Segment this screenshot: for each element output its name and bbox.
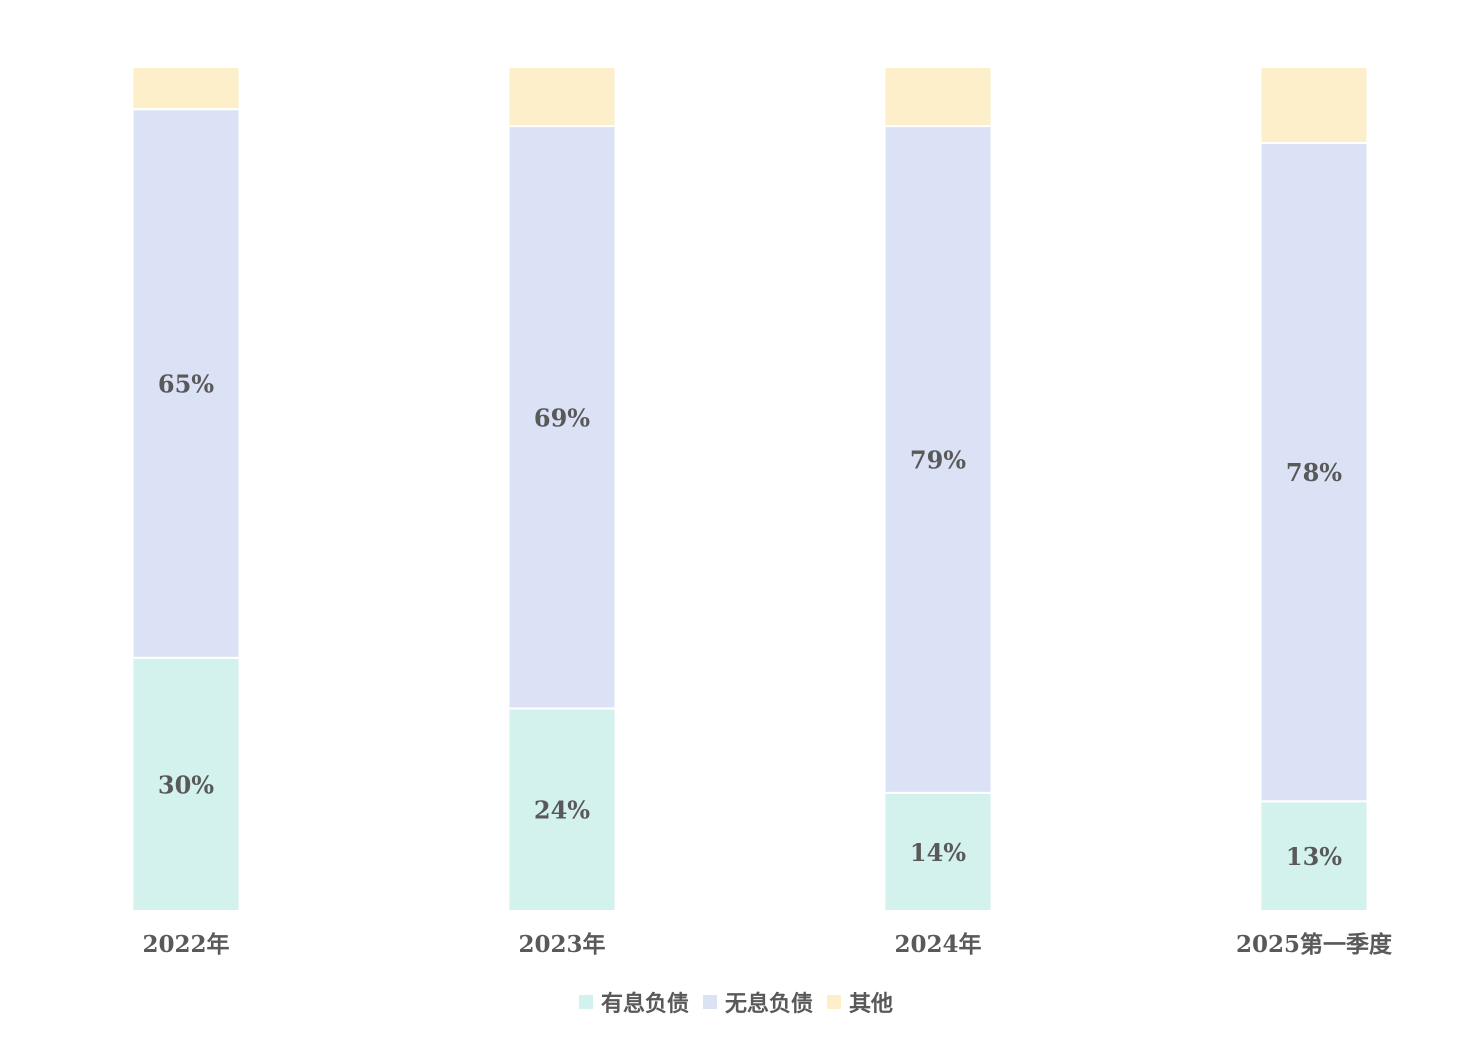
legend-label-non-interest-bearing: 无息负债 xyxy=(724,991,813,1017)
bar-segment-other-0[interactable] xyxy=(131,66,241,111)
legend-item-other[interactable]: 其他 xyxy=(827,986,893,1018)
bar-segment-interest-bearing-3[interactable] xyxy=(1259,800,1369,913)
bar-segment-other-3[interactable] xyxy=(1259,66,1369,144)
legend-item-non-interest-bearing[interactable]: 无息负债 xyxy=(702,986,813,1018)
bar-segment-non-interest-bearing-0[interactable] xyxy=(131,108,241,659)
data-label-non-interest-bearing-0: 65% xyxy=(158,370,214,399)
category-labels-group: 2022年 2023年 2024年 2025第一季度 xyxy=(142,931,1393,958)
data-label-non-interest-bearing-1: 69% xyxy=(534,403,590,432)
legend-label-interest-bearing: 有息负债 xyxy=(600,991,689,1017)
bar-segment-interest-bearing-2[interactable] xyxy=(883,791,993,913)
data-label-interest-bearing-0: 30% xyxy=(158,770,214,799)
legend-item-interest-bearing[interactable]: 有息负债 xyxy=(578,986,689,1018)
data-label-interest-bearing-3: 13% xyxy=(1286,842,1342,871)
legend-swatch-non-interest-bearing xyxy=(702,995,717,1009)
data-label-non-interest-bearing-2: 79% xyxy=(910,445,966,474)
legend-label-other: 其他 xyxy=(849,991,894,1017)
data-label-non-interest-bearing-3: 78% xyxy=(1286,458,1342,487)
data-label-interest-bearing-1: 24% xyxy=(534,796,590,825)
bar-segment-other-2[interactable] xyxy=(883,66,993,128)
category-label-0: 2022年 xyxy=(142,931,229,958)
bar-segment-non-interest-bearing-1[interactable] xyxy=(507,125,617,710)
bars-group xyxy=(131,66,1369,913)
legend: 有息负债 无息负债 其他 xyxy=(0,984,1472,1020)
segment-labels-group: 30% 65% 24% 69% 14% 79% 13% 78% xyxy=(158,370,1342,872)
legend-swatch-other xyxy=(827,995,841,1009)
bar-segment-non-interest-bearing-2[interactable] xyxy=(883,125,993,794)
bar-segment-non-interest-bearing-3[interactable] xyxy=(1259,141,1369,803)
data-label-interest-bearing-2: 14% xyxy=(910,838,966,867)
category-label-1: 2023年 xyxy=(518,931,605,958)
legend-swatch-interest-bearing xyxy=(578,995,593,1009)
category-label-2: 2024年 xyxy=(894,931,981,958)
bar-segment-other-1[interactable] xyxy=(507,66,617,128)
category-label-3: 2025第一季度 xyxy=(1236,931,1393,958)
bar-segment-interest-bearing-0[interactable] xyxy=(131,656,241,912)
